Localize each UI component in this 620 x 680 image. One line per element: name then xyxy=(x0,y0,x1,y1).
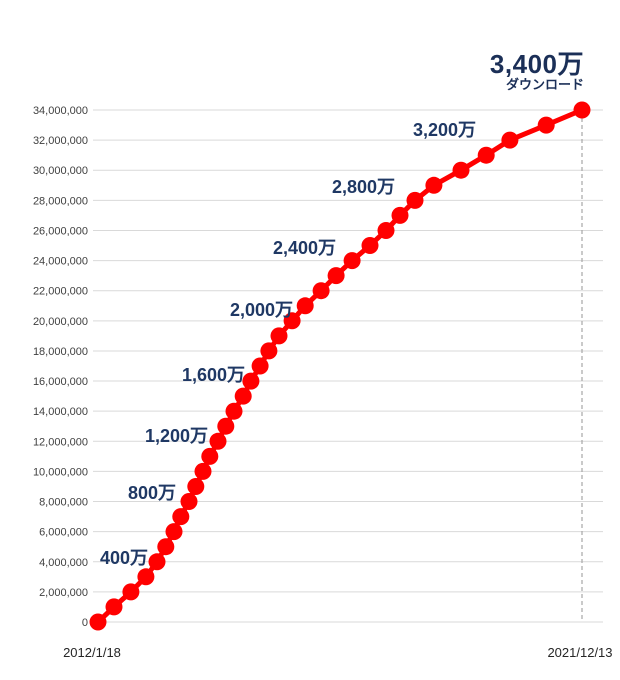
y-tick-label: 12,000,000 xyxy=(33,436,88,448)
data-point xyxy=(391,206,409,224)
y-tick-label: 2,000,000 xyxy=(39,587,88,599)
milestone-annotations: 400万 800万 1,200万 1,600万 2,000万 2,400万 2,800万 3,… xyxy=(100,120,476,568)
milestone-label: 1,600万 xyxy=(182,365,245,385)
y-tick-label: 32,000,000 xyxy=(33,135,88,147)
data-point xyxy=(157,538,175,556)
data-point xyxy=(194,462,212,480)
y-tick-label: 20,000,000 xyxy=(33,316,88,328)
data-point xyxy=(296,297,314,315)
milestone-label: 3,200万 xyxy=(413,120,476,140)
y-tick-label: 28,000,000 xyxy=(33,195,88,207)
data-point xyxy=(270,327,288,345)
milestone-label: 1,200万 xyxy=(145,426,208,446)
milestone-label: 400万 xyxy=(100,548,148,568)
data-point xyxy=(242,372,260,390)
data-point xyxy=(312,282,330,300)
data-point xyxy=(406,191,424,209)
chart-title: 3,400万 xyxy=(490,49,584,79)
y-tick-label: 10,000,000 xyxy=(33,466,88,478)
x-axis-start-label: 2012/1/18 xyxy=(63,645,121,660)
data-point xyxy=(180,493,198,510)
series-markers xyxy=(89,101,591,631)
y-tick-label: 26,000,000 xyxy=(33,225,88,237)
data-point xyxy=(477,146,495,164)
y-tick-label: 34,000,000 xyxy=(33,105,88,117)
data-point xyxy=(283,312,301,330)
chart-subtitle: ダウンロード xyxy=(506,77,584,92)
data-point xyxy=(201,447,219,465)
data-point xyxy=(105,598,123,616)
y-tick-label: 14,000,000 xyxy=(33,406,88,418)
data-point xyxy=(260,342,278,360)
data-point xyxy=(148,553,166,571)
y-tick-label: 30,000,000 xyxy=(33,165,88,177)
milestone-label: 2,400万 xyxy=(273,238,336,258)
data-point xyxy=(573,101,591,119)
data-point xyxy=(89,613,107,631)
data-point xyxy=(225,402,243,420)
milestone-label: 800万 xyxy=(128,483,176,503)
data-point xyxy=(377,222,395,239)
data-point xyxy=(122,583,140,601)
data-point xyxy=(165,523,183,541)
data-point xyxy=(501,131,519,149)
data-point xyxy=(234,387,252,405)
y-tick-label: 6,000,000 xyxy=(39,527,88,539)
y-tick-label: 22,000,000 xyxy=(33,286,88,298)
data-point xyxy=(343,252,361,270)
x-axis-end-label: 2021/12/13 xyxy=(547,645,612,660)
y-tick-label: 4,000,000 xyxy=(39,557,88,569)
milestone-label: 2,800万 xyxy=(332,177,395,197)
data-point xyxy=(251,357,269,375)
y-tick-label: 24,000,000 xyxy=(33,256,88,268)
y-tick-label: 8,000,000 xyxy=(39,497,88,509)
y-axis-tick-labels: 0 2,000,000 4,000,000 6,000,000 8,000,000 10,… xyxy=(33,105,88,629)
data-point xyxy=(537,116,555,134)
data-point xyxy=(137,568,155,586)
y-tick-label: 18,000,000 xyxy=(33,346,88,358)
data-point xyxy=(209,432,227,450)
milestone-label: 2,000万 xyxy=(230,300,293,320)
data-point xyxy=(217,417,235,435)
data-point xyxy=(187,478,205,495)
data-point xyxy=(452,161,470,179)
data-point xyxy=(425,176,443,194)
y-tick-label: 0 xyxy=(82,617,88,629)
data-point xyxy=(172,508,190,526)
data-point xyxy=(361,237,379,254)
y-tick-label: 16,000,000 xyxy=(33,376,88,388)
data-point xyxy=(327,267,345,285)
